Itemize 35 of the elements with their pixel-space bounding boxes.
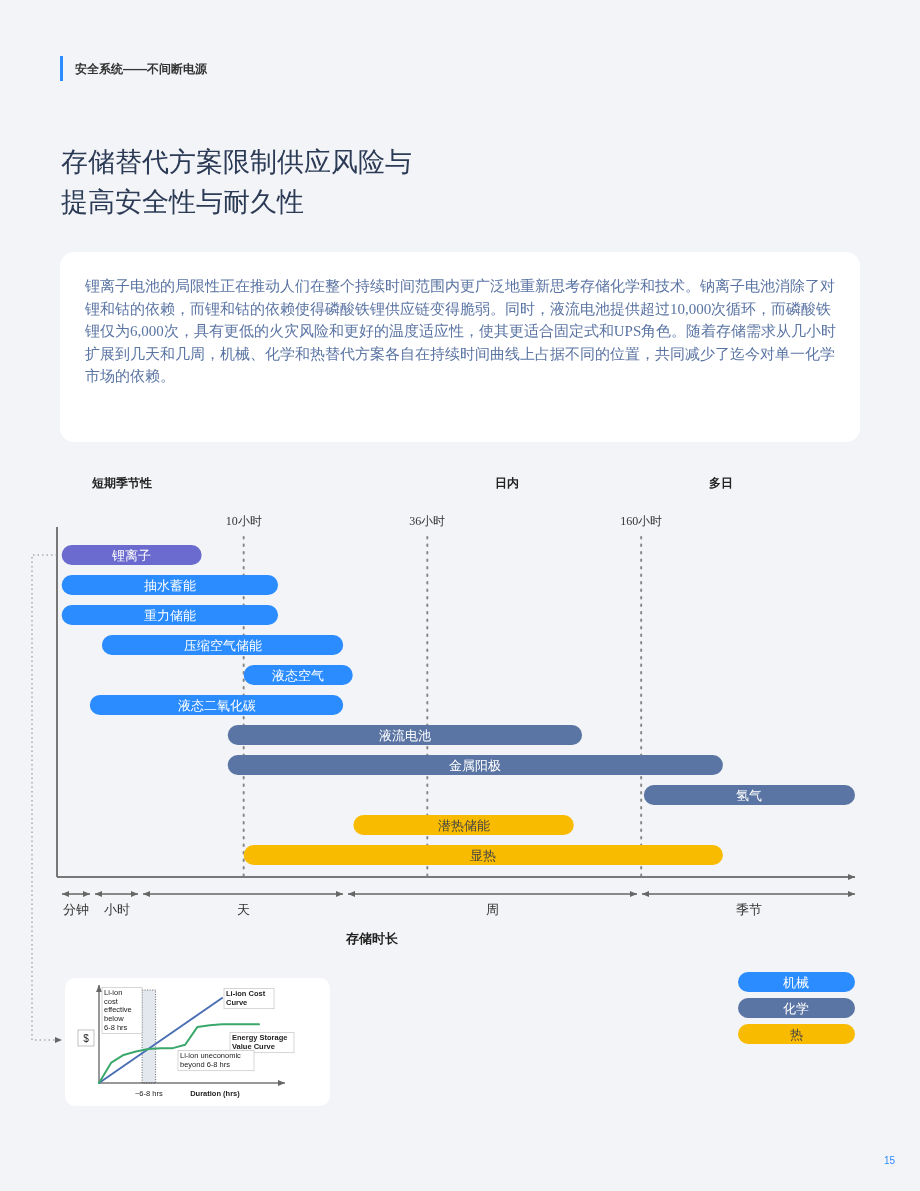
x-tick-label: 10小时 (225, 514, 262, 528)
y-tick-label: 压缩空气储能 (183, 638, 262, 653)
chart-title: 存储替代方案限制供应风险与提高安全性与耐久性 (61, 146, 413, 219)
y-tick-label: 液态二氧化碳 (177, 698, 256, 713)
text: 季节 (735, 902, 762, 917)
text: 日内 (495, 476, 519, 490)
x-tick-label: 36小时 (409, 514, 446, 528)
y-tick-label: 金属阳极 (449, 758, 502, 773)
text: 多日 (709, 476, 733, 490)
x-tick-label: 160小时 (620, 514, 663, 528)
text: 15 (883, 1155, 895, 1166)
y-tick-label: 液流电池 (378, 728, 431, 743)
bar (227, 725, 583, 745)
y-tick-label: 氢气 (736, 788, 763, 803)
bar (643, 785, 855, 805)
text: 天 (236, 902, 250, 917)
text: 分钟 (63, 902, 89, 917)
y-tick-label: 潜热储能 (437, 818, 490, 833)
text: 短期季节性 (91, 476, 152, 490)
bar (227, 755, 723, 775)
legend-label: 热 (789, 1027, 803, 1042)
y-tick-label: 重力储能 (143, 608, 196, 623)
text: 周 (486, 902, 499, 917)
x-axis-title: 存储时长 (345, 931, 399, 946)
y-tick-label: 抽水蓄能 (143, 578, 196, 593)
y-tick-label: 显热 (470, 848, 497, 863)
y-tick-label: 液态空气 (272, 668, 325, 683)
chart-subtitle: 锂离子电池的局限性正在推动人们在整个持续时间范围内更广泛地重新思考存储化学和技术。钠离子电池消除了对锂和钴的依赖，而锂和钴的依赖使得磷酸铁锂供应链变得脆弱。同时，液流电池提供超过10,000次循环，而磷酸铁锂仅为6,000次，具有更低的火灾风险和更好的温度适应性，使其更适合固定式和UPS角色。随着存储需求从几小时扩展到几天和几周，机械、化学和热替代方案各自在持续时间曲线上占据不同的位置，共同减少了迄今对单一化学市场的依赖。 (85, 277, 838, 386)
y-tick-label: 锂离子 (111, 548, 152, 563)
bar (243, 845, 723, 865)
y-axis-title: $ (83, 1033, 90, 1044)
legend-label: 机械 (783, 975, 809, 990)
legend-label: 化学 (783, 1001, 809, 1016)
text: 小时 (103, 902, 130, 917)
text: 安全系统——不间断电源 (75, 61, 207, 78)
